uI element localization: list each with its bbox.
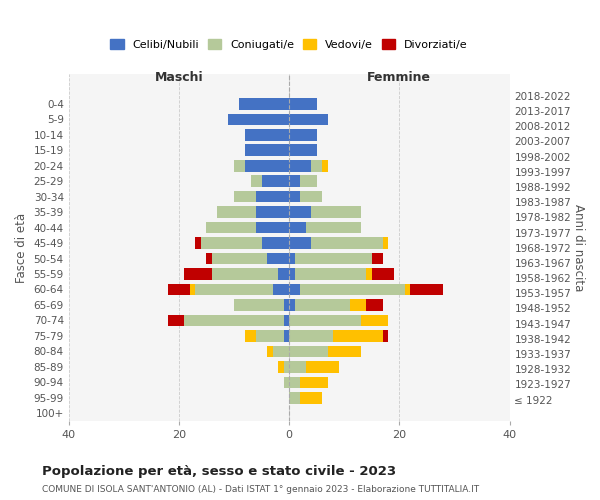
- Bar: [239, 98, 289, 110]
- Bar: [168, 284, 190, 296]
- Bar: [245, 129, 289, 140]
- Legend: Celibi/Nubili, Coniugati/e, Vedovi/e, Divorziati/e: Celibi/Nubili, Coniugati/e, Vedovi/e, Di…: [106, 35, 472, 54]
- Bar: [256, 191, 289, 202]
- Bar: [289, 206, 311, 218]
- Bar: [262, 176, 289, 187]
- Bar: [410, 284, 443, 296]
- Bar: [245, 160, 289, 172]
- Bar: [333, 330, 383, 342]
- Bar: [168, 314, 184, 326]
- Bar: [289, 144, 317, 156]
- Text: Popolazione per età, sesso e stato civile - 2023: Popolazione per età, sesso e stato civil…: [42, 465, 396, 478]
- Bar: [272, 284, 289, 296]
- Bar: [267, 346, 272, 357]
- Bar: [256, 330, 284, 342]
- Text: Maschi: Maschi: [155, 71, 203, 84]
- Text: COMUNE DI ISOLA SANT'ANTONIO (AL) - Dati ISTAT 1° gennaio 2023 - Elaborazione TU: COMUNE DI ISOLA SANT'ANTONIO (AL) - Dati…: [42, 485, 479, 494]
- Bar: [350, 299, 366, 311]
- Bar: [295, 253, 372, 264]
- Bar: [300, 284, 405, 296]
- Bar: [311, 206, 361, 218]
- Bar: [284, 376, 289, 388]
- Text: Femmine: Femmine: [367, 71, 431, 84]
- Bar: [206, 253, 212, 264]
- Bar: [322, 160, 328, 172]
- Bar: [305, 361, 338, 372]
- Bar: [289, 222, 305, 234]
- Bar: [289, 114, 328, 125]
- Bar: [284, 299, 289, 311]
- Bar: [289, 253, 295, 264]
- Bar: [372, 253, 383, 264]
- Bar: [196, 284, 272, 296]
- Bar: [229, 114, 289, 125]
- Bar: [284, 361, 289, 372]
- Bar: [245, 330, 256, 342]
- Bar: [251, 176, 262, 187]
- Bar: [206, 222, 256, 234]
- Bar: [289, 361, 305, 372]
- Bar: [289, 314, 361, 326]
- Bar: [278, 268, 289, 280]
- Bar: [328, 346, 361, 357]
- Bar: [284, 330, 289, 342]
- Bar: [295, 299, 350, 311]
- Bar: [289, 160, 311, 172]
- Bar: [300, 176, 317, 187]
- Bar: [383, 238, 388, 249]
- Bar: [184, 314, 284, 326]
- Bar: [405, 284, 410, 296]
- Bar: [284, 314, 289, 326]
- Bar: [289, 268, 295, 280]
- Bar: [212, 268, 278, 280]
- Bar: [311, 238, 383, 249]
- Bar: [289, 238, 311, 249]
- Bar: [300, 392, 322, 404]
- Y-axis label: Fasce di età: Fasce di età: [15, 212, 28, 283]
- Bar: [256, 206, 289, 218]
- Bar: [245, 144, 289, 156]
- Bar: [289, 98, 317, 110]
- Bar: [361, 314, 388, 326]
- Bar: [234, 191, 256, 202]
- Bar: [184, 268, 212, 280]
- Bar: [262, 238, 289, 249]
- Bar: [234, 299, 284, 311]
- Bar: [372, 268, 394, 280]
- Bar: [289, 330, 333, 342]
- Bar: [295, 268, 366, 280]
- Bar: [278, 361, 284, 372]
- Bar: [300, 376, 328, 388]
- Bar: [300, 191, 322, 202]
- Bar: [289, 299, 295, 311]
- Bar: [217, 206, 256, 218]
- Bar: [289, 176, 300, 187]
- Bar: [289, 191, 300, 202]
- Bar: [256, 222, 289, 234]
- Bar: [289, 129, 317, 140]
- Bar: [366, 299, 383, 311]
- Bar: [212, 253, 267, 264]
- Bar: [267, 253, 289, 264]
- Bar: [289, 284, 300, 296]
- Bar: [305, 222, 361, 234]
- Bar: [190, 284, 196, 296]
- Bar: [201, 238, 262, 249]
- Bar: [311, 160, 322, 172]
- Bar: [289, 376, 300, 388]
- Bar: [196, 238, 201, 249]
- Bar: [383, 330, 388, 342]
- Bar: [366, 268, 372, 280]
- Bar: [289, 346, 328, 357]
- Y-axis label: Anni di nascita: Anni di nascita: [572, 204, 585, 292]
- Bar: [272, 346, 289, 357]
- Bar: [234, 160, 245, 172]
- Bar: [289, 392, 300, 404]
